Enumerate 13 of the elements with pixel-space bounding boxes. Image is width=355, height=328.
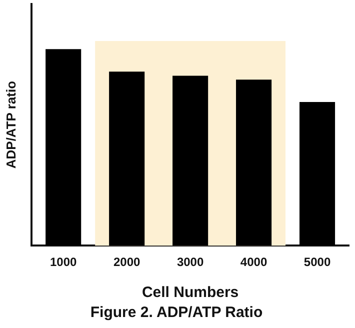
bar (236, 80, 272, 246)
bar (299, 102, 336, 246)
text: Figure 2. ADP/ATP Ratio (90, 304, 263, 322)
x-tick-label: 3000 (176, 255, 204, 270)
bar (172, 76, 208, 246)
bar (109, 72, 145, 246)
x-axis-title: Cell Numbers (142, 284, 239, 302)
x-tick-label: 1000 (50, 255, 78, 270)
x-tick-label: 4000 (240, 255, 268, 270)
x-tick-label: 2000 (113, 255, 140, 270)
bar (46, 49, 82, 246)
y-axis-title: ADP/ATP ratio (3, 80, 18, 169)
x-tick-label: 5000 (304, 255, 331, 270)
